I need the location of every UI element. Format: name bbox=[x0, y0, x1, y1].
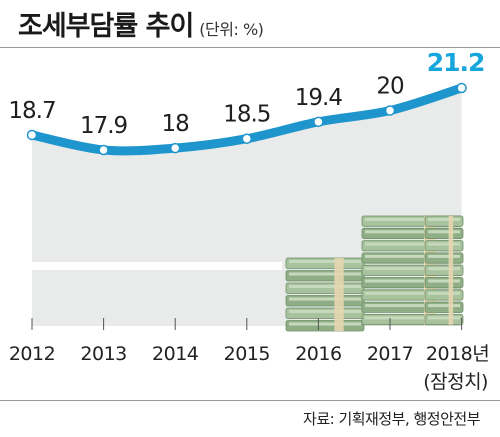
top-divider bbox=[0, 47, 500, 48]
data-point-2017 bbox=[384, 105, 396, 116]
value-label-2012: 18.7 bbox=[8, 98, 55, 124]
value-labels: 18.7 17.9 18 18.5 19.4 20 21.2 bbox=[8, 48, 485, 139]
bottom-divider bbox=[0, 400, 500, 401]
data-points bbox=[26, 82, 467, 156]
x-label-2015: 2015 bbox=[224, 343, 270, 365]
chart-title-row: 조세부담률 추이 (단위: %) bbox=[18, 4, 264, 44]
data-point-2016 bbox=[313, 116, 324, 128]
data-point-2012 bbox=[26, 129, 38, 141]
money-stack-1 bbox=[285, 257, 365, 332]
data-point-2015 bbox=[241, 133, 253, 144]
value-label-2015: 18.5 bbox=[223, 102, 270, 128]
data-point-2013 bbox=[98, 144, 109, 156]
unit-label: (단위: %) bbox=[199, 20, 264, 39]
value-label-2018년: 21.2 bbox=[427, 48, 485, 77]
data-point-2018년 bbox=[456, 82, 467, 94]
source-note: 자료: 기획재정부, 행정안전부 bbox=[303, 410, 480, 428]
money-stacks-illustration bbox=[285, 215, 464, 332]
area-gap-band bbox=[32, 262, 282, 270]
money-stack-3 bbox=[424, 215, 464, 326]
x-label-note: (잠정치) bbox=[423, 371, 488, 393]
value-label-2014: 18 bbox=[162, 111, 190, 137]
x-label-2013: 2013 bbox=[80, 343, 126, 365]
chart-title: 조세부담률 추이 bbox=[18, 11, 194, 42]
x-label-2018년: 2018년 bbox=[426, 343, 489, 365]
x-label-2014: 2014 bbox=[152, 343, 199, 365]
value-label-2017: 20 bbox=[376, 74, 404, 100]
x-label-2016: 2016 bbox=[295, 343, 341, 365]
value-label-2016: 19.4 bbox=[295, 85, 343, 111]
data-point-2014 bbox=[169, 142, 181, 154]
value-label-2013: 17.9 bbox=[80, 113, 128, 139]
x-label-2012: 2012 bbox=[9, 343, 55, 365]
x-ticks bbox=[31, 318, 463, 330]
x-label-2017: 2017 bbox=[367, 343, 413, 365]
x-axis-labels: 2012 2013 2014 2015 2016 2017 2018년 (잠정치) bbox=[9, 343, 490, 393]
